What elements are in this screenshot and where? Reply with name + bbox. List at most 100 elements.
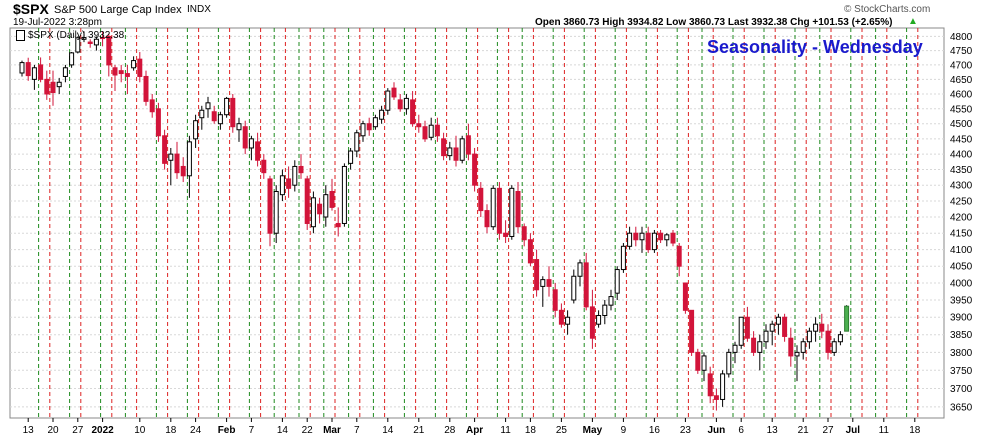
candle	[236, 117, 242, 142]
candle	[56, 77, 62, 94]
legend: $SPX (Daily) 3932.38	[16, 30, 124, 41]
candle-body	[248, 138, 254, 149]
candle-body	[155, 108, 161, 137]
candle-body	[255, 141, 261, 161]
x-tick-label: Jun	[708, 425, 726, 436]
x-tick-label: Feb	[218, 425, 236, 436]
candle-body	[571, 275, 577, 301]
candle-body	[341, 165, 347, 224]
candle	[540, 276, 546, 307]
candle	[496, 182, 502, 240]
x-tick-label: 24	[190, 425, 202, 436]
candle	[664, 233, 670, 247]
y-tick-label: 4300	[950, 181, 973, 192]
candle-body	[459, 138, 465, 161]
candle	[614, 266, 620, 301]
candle	[707, 366, 713, 404]
x-tick-label: 25	[556, 425, 568, 436]
candle	[527, 233, 533, 267]
candle-body	[788, 337, 794, 357]
legend-label: $SPX (Daily) 3932.38	[28, 30, 125, 41]
candle-body	[428, 124, 434, 138]
candle-body	[236, 123, 242, 131]
candle	[81, 31, 87, 43]
candle-body	[552, 289, 558, 311]
candle-body	[521, 226, 527, 241]
candle	[583, 252, 589, 311]
candle-body	[695, 351, 701, 371]
candle-body	[137, 58, 143, 77]
candle-body	[279, 175, 285, 196]
candle	[354, 129, 360, 158]
y-tick-label: 3900	[950, 313, 973, 324]
x-tick-label: 18	[525, 425, 537, 436]
candle-body	[800, 341, 806, 353]
candle-body	[354, 132, 360, 152]
candle-body	[193, 120, 199, 140]
candle	[534, 249, 540, 297]
x-tick-label: 28	[444, 425, 456, 436]
x-tick-label: 9	[621, 425, 627, 436]
candle-body	[379, 109, 385, 120]
candle	[565, 310, 571, 335]
candle	[434, 117, 440, 142]
candle-body	[298, 165, 304, 174]
candle	[689, 309, 695, 356]
y-tick-label: 4450	[950, 134, 973, 145]
x-tick-label: 22	[302, 425, 314, 436]
candle	[410, 91, 416, 127]
candle-body	[304, 178, 310, 224]
candle	[428, 117, 434, 141]
candle	[211, 105, 217, 124]
candle	[360, 120, 366, 142]
candle-body	[596, 315, 602, 325]
x-tick-label: 20	[47, 425, 59, 436]
candle	[670, 229, 676, 247]
candle	[472, 147, 478, 192]
candle	[224, 96, 230, 118]
candle	[286, 166, 292, 198]
candle	[304, 175, 310, 230]
candle-body	[124, 73, 130, 77]
candle-body	[403, 97, 409, 110]
candle-body	[397, 99, 403, 110]
candle-body	[837, 334, 843, 343]
candle-body	[726, 351, 732, 375]
candle	[174, 141, 180, 179]
up-arrow-icon: ▲	[908, 16, 918, 27]
candle-body	[310, 197, 316, 228]
candle	[25, 57, 31, 81]
candle	[484, 204, 490, 234]
candle-body	[738, 316, 744, 346]
y-tick-label: 3650	[950, 402, 973, 413]
candle	[205, 96, 211, 118]
candle-body	[174, 153, 180, 174]
x-tick-label: 6	[738, 425, 744, 436]
candle	[620, 243, 626, 273]
candle-body	[496, 187, 502, 234]
candle-body	[806, 330, 812, 343]
candle-body	[751, 337, 757, 353]
candle-body	[478, 187, 484, 212]
candle-body	[19, 62, 25, 74]
candle-body	[242, 126, 248, 149]
watermark: © StockCharts.com	[844, 4, 931, 15]
header-symbol: $SPX	[13, 1, 49, 17]
candle	[453, 135, 459, 167]
candle-body	[682, 282, 688, 311]
candle-body	[434, 124, 440, 137]
candle-body	[744, 316, 750, 339]
x-tick-label: 13	[767, 425, 779, 436]
x-tick-label: 11	[879, 425, 890, 436]
y-tick-label: 4150	[950, 229, 973, 240]
candle	[279, 169, 285, 202]
x-tick-label: 10	[134, 425, 146, 436]
candle-body	[50, 81, 56, 94]
candle-body	[565, 316, 571, 325]
candle-body	[44, 78, 50, 95]
candle	[589, 289, 595, 349]
candle-body	[348, 150, 354, 164]
candle-body	[292, 165, 298, 186]
candle	[397, 93, 403, 112]
x-tick-label: 7	[354, 425, 360, 436]
